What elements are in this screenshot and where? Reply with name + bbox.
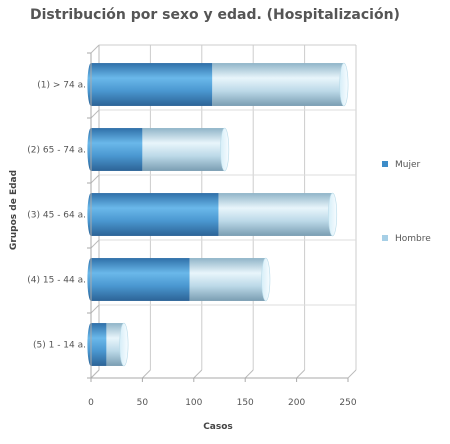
- bar-mujer: [91, 63, 213, 106]
- bar-mujer: [91, 128, 143, 171]
- bar-mujer: [91, 323, 107, 366]
- legend-label: Mujer: [395, 160, 421, 170]
- grid-band-diagonal: [90, 174, 100, 184]
- grid-band-diagonal: [90, 369, 100, 379]
- x-tick-label: 50: [137, 398, 149, 408]
- bar-hombre: [189, 258, 266, 301]
- chart-axes: (1) > 74 a. (2) 65 - 74 a. (3) 45 - 64 a. (…: [27, 52, 357, 408]
- bar-end-cap: [261, 257, 271, 302]
- grid-floor-line: [347, 369, 357, 379]
- x-axis-title: Casos: [203, 422, 233, 432]
- grid-floor-line: [142, 369, 151, 379]
- bar-hombre: [142, 128, 225, 171]
- x-tick-label: 100: [185, 398, 202, 408]
- chart-legend: Mujer Hombre: [382, 160, 431, 244]
- y-tick-label: (2) 65 - 74 a.: [27, 146, 86, 156]
- grid-band-diagonal: [90, 304, 100, 314]
- x-tick-label: 250: [339, 398, 356, 408]
- y-tick-label: (5) 1 - 14 a.: [33, 341, 86, 351]
- bar-end-cap: [339, 62, 349, 107]
- grid-band-diagonal: [90, 109, 100, 119]
- grid-band-diagonal: [90, 44, 100, 54]
- y-tick-label: (1) > 74 a.: [37, 81, 86, 91]
- x-tick-label: 200: [288, 398, 305, 408]
- x-tick-label: 150: [237, 398, 254, 408]
- chart-title: Distribución por sexo y edad. (Hospitali…: [30, 7, 400, 23]
- grid-floor-line: [296, 369, 305, 379]
- bar-mujer: [91, 193, 219, 236]
- bar-end-cap: [220, 127, 230, 172]
- grid-floor-line: [193, 369, 203, 379]
- bar-hombre: [106, 323, 124, 366]
- bar-end-cap: [328, 192, 338, 237]
- bar-hombre: [218, 193, 333, 236]
- chart-bars: [87, 62, 349, 367]
- y-tick-label: (3) 45 - 64 a.: [27, 211, 86, 221]
- x-tick-label: 0: [88, 398, 94, 408]
- legend-swatch: [382, 161, 388, 167]
- bar-hombre: [212, 63, 344, 106]
- grid-floor-line: [244, 369, 254, 379]
- grid-band-diagonal: [90, 239, 100, 249]
- bar-mujer: [91, 258, 190, 301]
- y-tick-label: (4) 15 - 44 a.: [27, 276, 86, 286]
- legend-label: Hombre: [395, 234, 431, 244]
- legend-swatch: [382, 235, 388, 241]
- bar-end-cap: [119, 322, 129, 367]
- y-axis-title: Grupos de Edad: [9, 170, 19, 250]
